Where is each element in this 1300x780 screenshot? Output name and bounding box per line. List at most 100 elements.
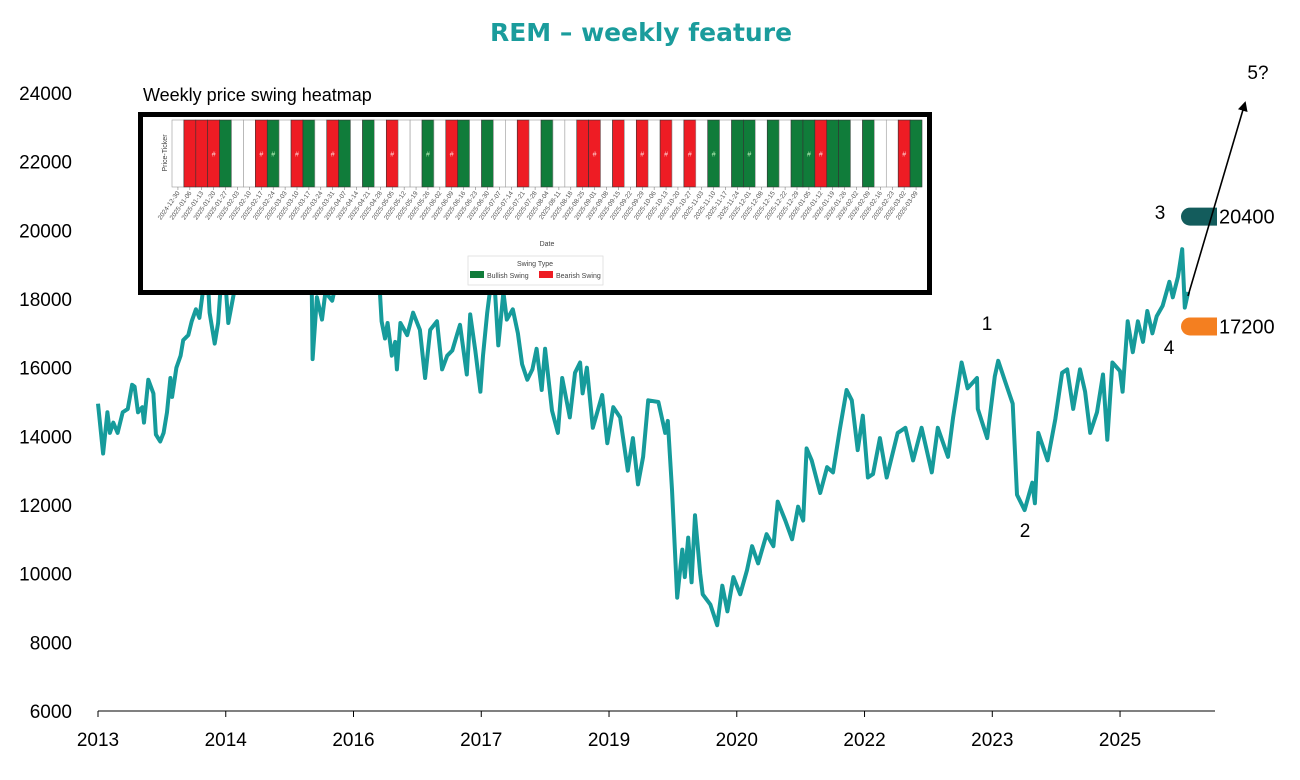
wave-label-5: 5? [1247, 63, 1268, 84]
heatmap-legend-box [467, 255, 604, 286]
heatmap-cell [612, 119, 625, 188]
heatmap-cell [481, 119, 494, 188]
chart-title: REM – weekly feature [490, 18, 792, 47]
y-tick-label: 22000 [19, 153, 72, 174]
x-axis: 2013 2014 2016 2017 2019 2020 2022 2023 2025 [77, 710, 1215, 751]
heatmap-cell [493, 119, 506, 188]
y-axis: 6000 8000 10000 12000 14000 16000 18000 20000 22… [19, 84, 72, 723]
heatmap-cell [195, 119, 209, 188]
heatmap-cell-mark: # [295, 152, 299, 159]
heatmap-cell-mark: # [331, 152, 335, 159]
heatmap-legend-label: Bullish Swing [487, 273, 529, 280]
x-tick-label: 2025 [1099, 730, 1141, 751]
heatmap-cell [885, 119, 899, 188]
heatmap-cell [171, 119, 185, 188]
heatmap-cell-mark: # [747, 152, 751, 159]
heatmap-title: Weekly price swing heatmap [143, 85, 372, 105]
heatmap-cell [874, 119, 887, 188]
heatmap-cell [469, 119, 482, 188]
heatmap-cell-mark: # [664, 152, 668, 159]
heatmap-cell [838, 119, 851, 188]
heatmap-cell [695, 119, 709, 188]
heatmap-cell [350, 119, 363, 188]
y-tick-label: 14000 [19, 427, 72, 448]
y-tick-label: 24000 [19, 84, 72, 105]
heatmap-cell [231, 119, 244, 188]
heatmap-cell [540, 119, 554, 188]
heatmap-cell [397, 119, 411, 188]
heatmap-cell [338, 119, 351, 188]
heatmap-cell [528, 119, 542, 188]
wave-label-2: 2 [1020, 521, 1031, 542]
y-tick-label: 6000 [30, 702, 72, 723]
y-tick-label: 12000 [19, 496, 72, 517]
heatmap-x-label: Date [540, 241, 555, 248]
heatmap-cell-mark: # [807, 152, 811, 159]
heatmap-cell [576, 119, 589, 188]
heatmap-y-label: Price-Ticker [162, 134, 169, 172]
heatmap-legend-title: Swing Type [517, 261, 553, 268]
heatmap-inset: Weekly price swing heatmap 2024-12-30202… [138, 85, 932, 295]
heatmap-cell-mark: # [902, 152, 906, 159]
heatmap-cell [362, 119, 375, 188]
heatmap-cell [374, 119, 387, 188]
heatmap-cell [755, 119, 768, 188]
heatmap-cell [624, 119, 637, 188]
heatmap-cell-mark: # [390, 152, 394, 159]
heatmap-cell [850, 119, 863, 188]
heatmap-cell-mark: # [212, 152, 216, 159]
heatmap-cell [302, 119, 316, 188]
y-tick-label: 18000 [19, 290, 72, 311]
heatmap-cell [433, 119, 447, 188]
heatmap-cell [862, 119, 875, 188]
heatmap-cell [183, 119, 197, 188]
wave-label-1: 1 [982, 314, 993, 335]
heatmap-cell [314, 119, 328, 188]
heatmap-cell [516, 119, 530, 188]
heatmap-cell [719, 119, 732, 188]
wave-label-3: 3 [1155, 203, 1166, 224]
heatmap-cell [457, 119, 470, 188]
heatmap-cell-mark: # [593, 152, 597, 159]
heatmap-cell-mark: # [259, 152, 263, 159]
heatmap-cell [219, 119, 232, 188]
heatmap-cell-mark: # [450, 152, 454, 159]
heatmap-cell [243, 119, 256, 188]
heatmap-cell [647, 119, 661, 188]
heatmap-cell [564, 119, 578, 188]
heatmap-cell-mark: # [426, 152, 430, 159]
heatmap-cell [600, 119, 613, 188]
target-marker [1181, 207, 1217, 226]
x-tick-label: 2020 [716, 730, 758, 751]
heatmap-cell [671, 119, 685, 188]
heatmap-cell [731, 119, 744, 188]
target-label: 17200 [1219, 316, 1275, 338]
heatmap-cell-mark: # [819, 152, 823, 159]
heatmap-legend-label: Bearish Swing [556, 273, 601, 280]
heatmap-cell [278, 119, 292, 188]
heatmap-cell-mark: # [688, 152, 692, 159]
heatmap-cell-mark: # [712, 152, 716, 159]
projection-arrow [1187, 101, 1248, 297]
y-tick-label: 20000 [19, 221, 72, 242]
x-tick-label: 2023 [971, 730, 1013, 751]
heatmap-cell [826, 119, 839, 188]
heatmap-cell-mark: # [640, 152, 644, 159]
wave-label-4: 4 [1164, 338, 1175, 359]
x-tick-label: 2016 [332, 730, 374, 751]
heatmap-cell [552, 119, 566, 188]
heatmap-cell [909, 119, 923, 188]
y-tick-label: 16000 [19, 359, 72, 380]
wave-annotations: 1 2 3 4 5? 20400 17200 [982, 63, 1275, 542]
heatmap-cell [505, 119, 518, 188]
x-tick-label: 2019 [588, 730, 630, 751]
target-marker [1181, 317, 1217, 336]
x-tick-label: 2013 [77, 730, 119, 751]
heatmap-cell [766, 119, 780, 188]
x-tick-label: 2017 [460, 730, 502, 751]
heatmap-cell [790, 119, 804, 188]
heatmap-legend-swatch [470, 271, 484, 278]
heatmap-cell [409, 119, 423, 188]
y-tick-label: 10000 [19, 565, 72, 586]
